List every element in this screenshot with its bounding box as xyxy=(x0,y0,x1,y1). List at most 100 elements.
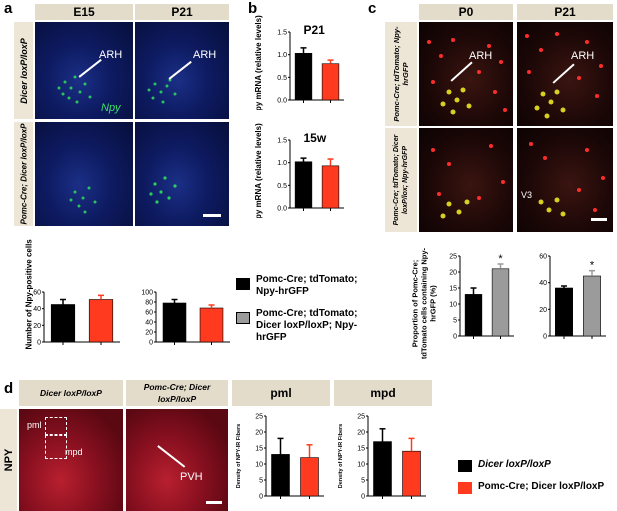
row-label-pomc-dicer: Pomc-Cre; Dicer loxP/loxP xyxy=(14,122,33,226)
scale-bar xyxy=(206,501,222,504)
legend-swatch-black xyxy=(236,278,250,290)
y-tick-label: 20 xyxy=(357,430,365,437)
bar xyxy=(199,307,224,343)
micrograph-c-p21-control: ARH xyxy=(517,22,613,126)
significance-star: * xyxy=(590,260,595,272)
y-tick-label: 0.5 xyxy=(277,183,287,190)
bar xyxy=(271,454,290,497)
y-tick-label: 25 xyxy=(255,414,263,421)
panel-letter-b: b xyxy=(248,0,258,17)
y-axis-label: Npy mRNA (relative levels) xyxy=(254,123,263,218)
pml-label: pml xyxy=(27,420,42,430)
legend-d-swatch-black xyxy=(458,460,472,472)
legend-d-label-control: Dicer loxP/loxP xyxy=(478,459,551,470)
bar xyxy=(583,275,601,337)
micrograph-a-e15-control: ARH Npy xyxy=(35,22,133,119)
bar xyxy=(294,53,313,101)
y-tick-label: 20 xyxy=(33,323,41,330)
pvh-pointer xyxy=(157,445,186,468)
y-tick-label: 0.5 xyxy=(277,75,287,82)
significance-star: * xyxy=(498,253,503,265)
bar xyxy=(50,304,76,343)
bar xyxy=(162,302,187,343)
y-tick-label: 0 xyxy=(453,334,457,341)
row-label-c-mutant: Pomc-Cre; tdTomato; Dicer loxP/lox; Npy-… xyxy=(385,128,417,232)
ylabel-a: Number of Npy-positive cells xyxy=(24,239,34,350)
y-tick-label: 40 xyxy=(539,280,547,287)
col-header-mpd: mpd xyxy=(334,380,432,406)
chart-b-15w: 15w 0.0 0.5 1.0 1.5 Npy mRNA (relative levels… xyxy=(254,123,344,218)
ylabel-c: Proportion of Pomc-Cre; tdTomato cells c… xyxy=(410,247,438,360)
col-header-c-p21: P21 xyxy=(517,4,613,20)
bar xyxy=(321,63,340,101)
chart-d-pml: 0 5 10 15 20 25 Density of NPY-IR Fibers xyxy=(236,414,324,501)
micrograph-d-mutant: PVH xyxy=(126,409,228,511)
arh-label: ARH xyxy=(571,50,595,62)
row-label-dicer: Dicer loxP/loxP xyxy=(14,22,33,119)
legend-d-swatch-red xyxy=(458,482,472,494)
y-tick-label: 15 xyxy=(255,446,263,453)
micrograph-c-p0-control: ARH xyxy=(419,22,513,126)
y-tick-label: 60 xyxy=(539,254,547,261)
chart-b-p21: P21 0.0 0.5 1.0 1.5 Npy mRNA (relative levels… xyxy=(254,15,344,110)
bar xyxy=(491,268,510,337)
y-tick-label: 100 xyxy=(141,290,153,297)
pvh-label: PVH xyxy=(180,471,203,483)
y-tick-label: 20 xyxy=(449,270,457,277)
col-header-d-control: Dicer loxP/loxP xyxy=(19,380,123,406)
col-header-d-mutant: Pomc-Cre; Dicer loxP/loxP xyxy=(126,380,228,406)
npy-label: Npy xyxy=(101,102,121,114)
y-axis-label: Density of NPY-IR Fibers xyxy=(338,424,344,489)
mpd-box xyxy=(45,435,67,459)
y-tick-label: 5 xyxy=(361,478,365,485)
y-tick-label: 60 xyxy=(145,310,153,317)
micrograph-a-p21-control: ARH xyxy=(135,22,229,119)
y-tick-label: 40 xyxy=(145,320,153,327)
y-tick-label: 10 xyxy=(357,462,365,469)
y-tick-label: 1.5 xyxy=(277,138,287,145)
y-tick-label: 15 xyxy=(449,286,457,293)
bar xyxy=(464,294,483,337)
y-tick-label: 0.0 xyxy=(277,206,287,213)
pml-box xyxy=(45,417,67,435)
y-tick-label: 25 xyxy=(357,414,365,421)
legend-d-label-mutant: Pomc-Cre; Dicer loxP/loxP xyxy=(478,481,605,492)
y-tick-label: 0 xyxy=(543,334,547,341)
legend-label-control: Pomc-Cre; tdTomato; Npy-hrGFP xyxy=(256,274,358,297)
col-header-p21: P21 xyxy=(135,4,229,20)
panel-letter-a: a xyxy=(4,0,13,17)
scale-bar xyxy=(591,218,607,221)
panel-letter-c: c xyxy=(368,0,377,17)
bar xyxy=(402,450,421,497)
chart-a-e15: 0 20 40 60 xyxy=(33,290,120,347)
bar xyxy=(555,287,573,337)
y-tick-label: 20 xyxy=(255,430,263,437)
micrograph-a-p21-mutant xyxy=(135,122,229,226)
y-tick-label: 25 xyxy=(449,254,457,261)
col-header-p0: P0 xyxy=(419,4,513,20)
y-tick-label: 0 xyxy=(149,340,153,347)
y-tick-label: 20 xyxy=(145,330,153,337)
bar xyxy=(300,457,319,497)
y-tick-label: 10 xyxy=(449,302,457,309)
bar xyxy=(373,441,392,497)
chart-c-p21: 0 20 40 60 * xyxy=(539,254,606,341)
panel-letter-d: d xyxy=(4,380,14,397)
chart-a-p21: 0 20 40 60 80 100 xyxy=(141,290,230,347)
y-tick-label: 5 xyxy=(259,478,263,485)
arh-label: ARH xyxy=(193,49,217,61)
col-header-pml: pml xyxy=(232,380,330,406)
row-label-npy: NPY xyxy=(0,409,17,511)
v3-label: V3 xyxy=(521,190,533,200)
y-tick-label: 0 xyxy=(37,340,41,347)
micrograph-a-e15-mutant xyxy=(35,122,133,226)
micrograph-c-p21-mutant: V3 xyxy=(517,128,613,232)
y-tick-label: 0 xyxy=(259,494,263,501)
legend-swatch-gray xyxy=(236,312,250,324)
y-tick-label: 15 xyxy=(357,446,365,453)
y-tick-label: 1.0 xyxy=(277,160,287,167)
scale-bar xyxy=(203,214,221,217)
bar xyxy=(321,165,340,209)
y-tick-label: 0 xyxy=(361,494,365,501)
chart-title: P21 xyxy=(304,23,326,37)
